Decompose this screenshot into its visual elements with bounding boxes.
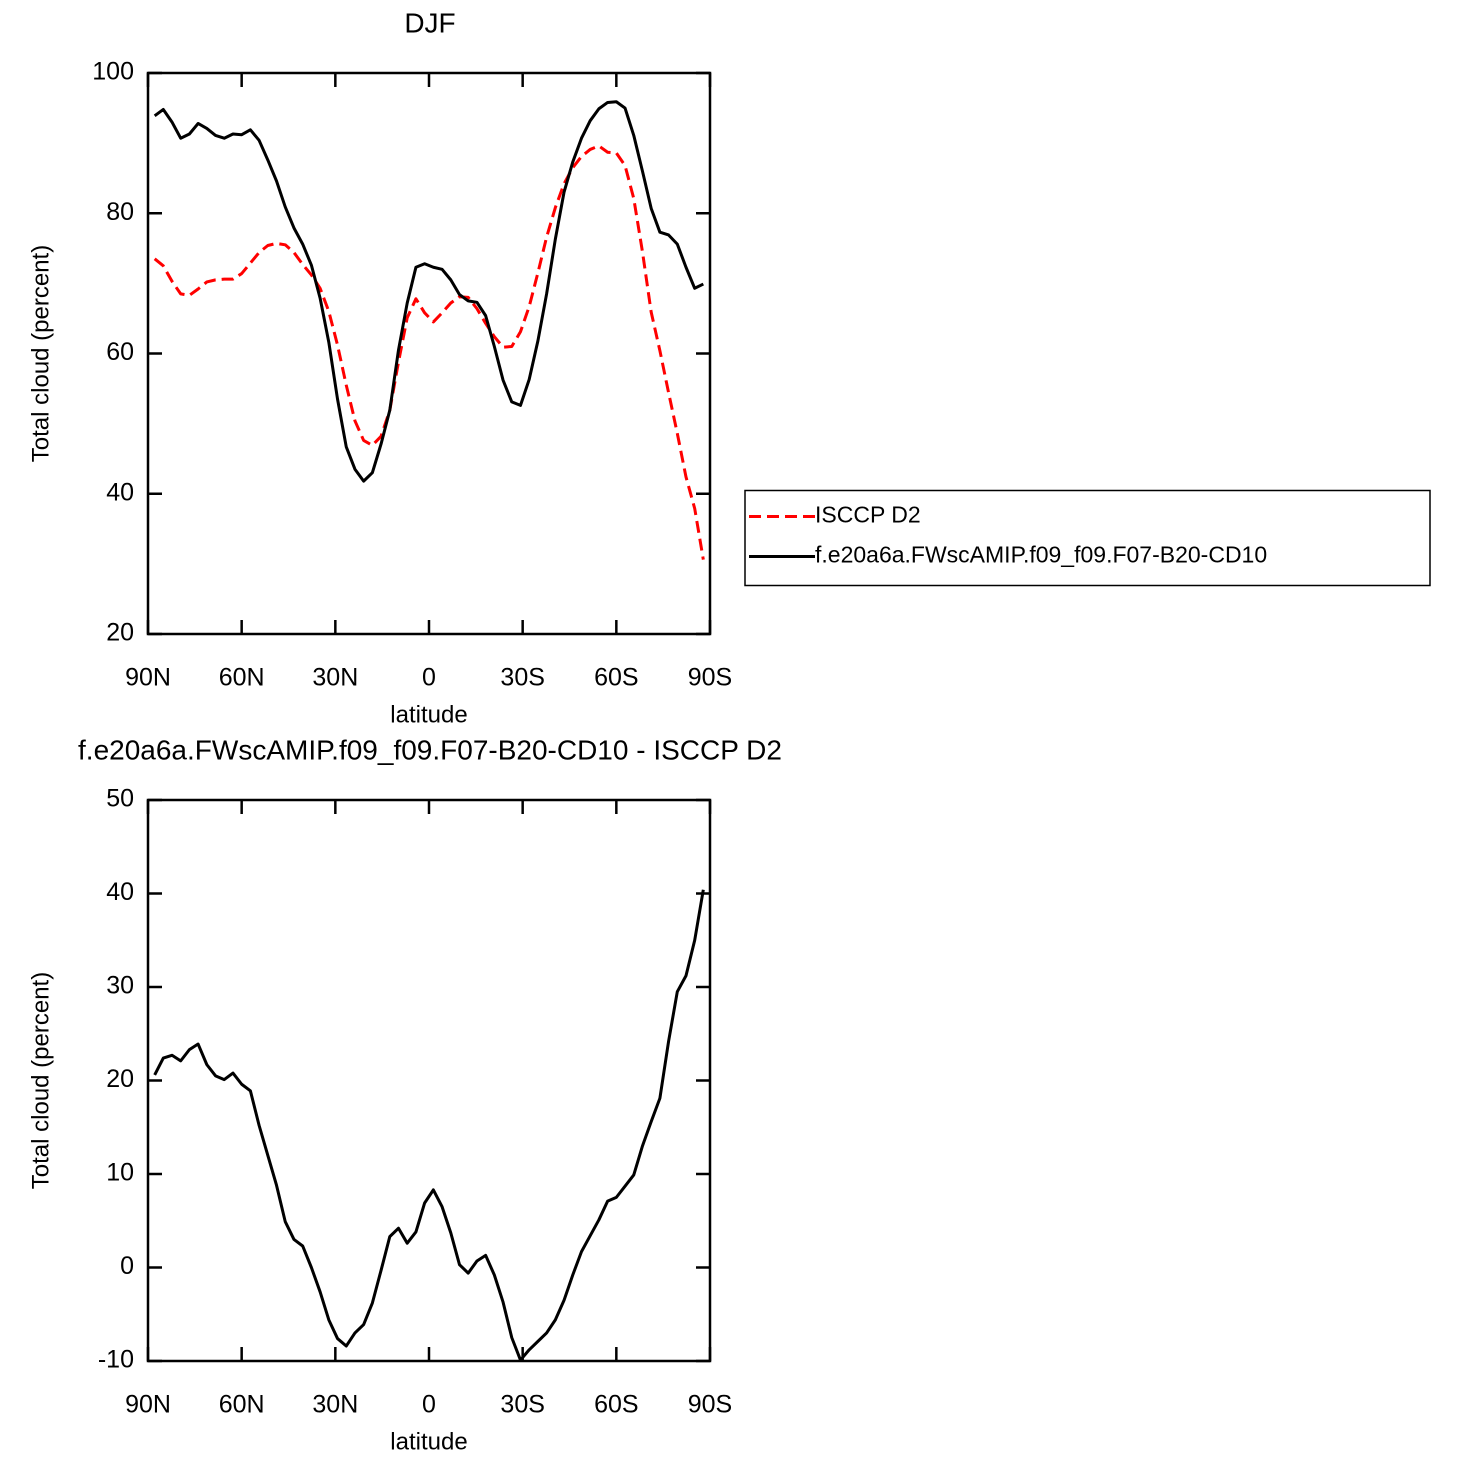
data-line (153, 144, 705, 560)
x-tick-label: 90S (688, 664, 732, 692)
x-tick-label: 60S (594, 1391, 638, 1419)
data-line (153, 889, 705, 1362)
x-tick-label: 90S (688, 1391, 732, 1419)
y-axis-label: Total cloud (percent) (27, 245, 54, 462)
y-tick-label: 0 (120, 1252, 134, 1280)
x-tick-label: 60N (219, 664, 265, 692)
legend-label: ISCCP D2 (815, 502, 921, 528)
chart-title: f.e20a6a.FWscAMIP.f09_f09.F07-B20-CD10 -… (78, 734, 782, 765)
x-tick-label: 30S (500, 664, 544, 692)
y-tick-label: 10 (106, 1159, 134, 1187)
data-line (153, 100, 704, 483)
y-tick-label: -10 (98, 1346, 134, 1374)
legend-box (744, 489, 1431, 587)
x-tick-label: 0 (422, 1391, 436, 1419)
y-tick-label: 80 (106, 198, 134, 226)
x-tick-label: 60S (594, 664, 638, 692)
x-tick-label: 60N (219, 1391, 265, 1419)
chart-title: DJF (404, 7, 455, 38)
y-tick-label: 30 (106, 972, 134, 1000)
y-tick-label: 20 (106, 1065, 134, 1093)
x-tick-label: 30N (312, 1391, 358, 1419)
plot-frame (146, 71, 712, 636)
x-tick-label: 90N (125, 1391, 171, 1419)
x-tick-label: 30N (312, 664, 358, 692)
x-axis-label: latitude (390, 701, 467, 728)
y-tick-label: 40 (106, 878, 134, 906)
y-tick-label: 60 (106, 338, 134, 366)
y-tick-label: 40 (106, 478, 134, 506)
x-axis-label: latitude (390, 1428, 467, 1455)
y-tick-label: 100 (92, 58, 134, 86)
x-tick-label: 0 (422, 664, 436, 692)
y-tick-label: 20 (106, 619, 134, 647)
y-tick-label: 50 (106, 785, 134, 813)
y-axis-label: Total cloud (percent) (27, 972, 54, 1189)
legend-label: f.e20a6a.FWscAMIP.f09_f09.F07-B20-CD10 (815, 542, 1267, 568)
x-tick-label: 90N (125, 664, 171, 692)
plot-frame (146, 798, 712, 1363)
x-tick-label: 30S (500, 1391, 544, 1419)
